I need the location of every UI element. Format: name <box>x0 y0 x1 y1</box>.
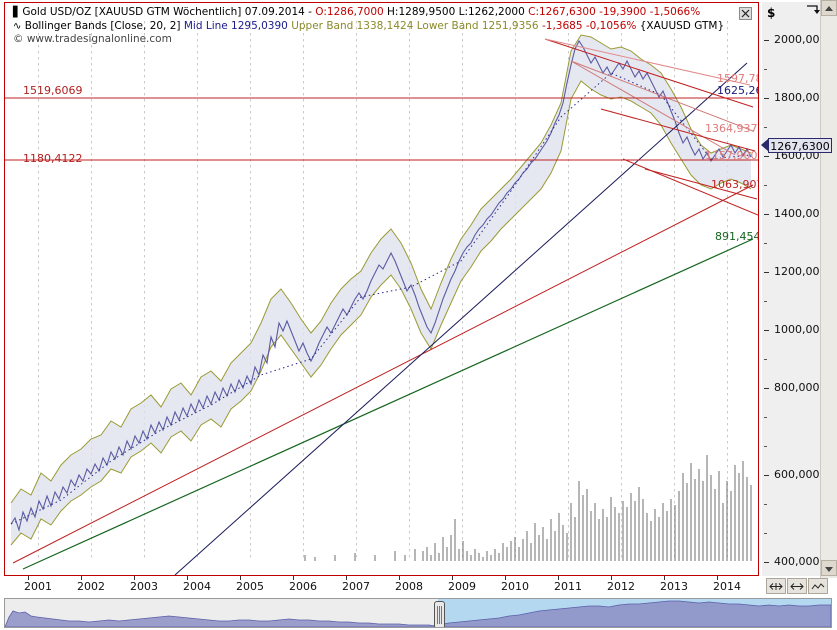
y-label-600: 600,0000 <box>774 468 827 481</box>
crosshair-icon <box>805 4 821 19</box>
bollinger-bands <box>10 34 752 546</box>
range-navigator[interactable] <box>4 598 832 628</box>
x-label-2008: 2008 <box>395 580 423 593</box>
x-label-2007: 2007 <box>342 580 370 593</box>
x-label-2010: 2010 <box>501 580 529 593</box>
plot-area[interactable]: 1519,6069 1180,4122 1597,7833 1625,2611 … <box>5 3 758 575</box>
y-label-800: 800,0000 <box>774 381 827 394</box>
fib-label-1597: 1597,7833 <box>717 72 758 85</box>
y-label-1400: 1400,0000 <box>774 207 834 220</box>
fib-label-1364: 1364,9377 <box>705 122 758 135</box>
volume-bars <box>304 455 752 561</box>
horizontal-levels[interactable] <box>5 97 758 161</box>
x-label-2003: 2003 <box>130 580 158 593</box>
level-label-1519: 1519,6069 <box>23 84 83 97</box>
arrows-lr-icon[interactable] <box>787 578 807 594</box>
x-label-2012: 2012 <box>607 580 635 593</box>
trend-label-891: 891,4547 <box>715 230 758 243</box>
y-label-400: 400,0000 <box>774 555 827 568</box>
fib-label-1157: 1157,9005 <box>705 149 758 162</box>
navigator-overview-chart <box>5 600 831 627</box>
price-series <box>10 39 752 533</box>
price-plot-svg <box>5 21 758 575</box>
vertical-scrollbar[interactable] <box>820 0 837 578</box>
y-label-1800: 1800,0000 <box>774 91 834 104</box>
fib-label-1625: 1625,2611 <box>717 84 758 97</box>
currency-unit-label: $ <box>767 6 776 20</box>
x-label-2011: 2011 <box>554 580 582 593</box>
auto-scale-wave-icon[interactable] <box>808 578 828 594</box>
x-label-2014: 2014 <box>713 580 741 593</box>
x-label-2004: 2004 <box>183 580 211 593</box>
close-icon[interactable] <box>739 7 752 20</box>
x-label-2005: 2005 <box>236 580 264 593</box>
fit-width-icon[interactable] <box>766 578 786 594</box>
x-label-2002: 2002 <box>77 580 105 593</box>
trend-lines[interactable] <box>12 38 758 575</box>
current-price-marker[interactable]: 1267,6300 <box>768 138 832 153</box>
price-cursor-arrow-icon <box>761 139 768 151</box>
navigator-left-handle[interactable] <box>434 601 445 627</box>
y-label-2000: 2000,0000 <box>774 33 834 46</box>
x-label-2009: 2009 <box>448 580 476 593</box>
scroll-down-button[interactable] <box>821 560 837 576</box>
y-label-1600: 1600,0000 <box>774 149 834 162</box>
chart-tool-buttons[interactable] <box>766 578 828 595</box>
y-label-1000: 1000,0000 <box>774 323 834 336</box>
y-label-1200: 1200,0000 <box>774 265 834 278</box>
grid-vertical <box>38 21 728 561</box>
scroll-up-button[interactable] <box>821 0 837 16</box>
x-label-2006: 2006 <box>289 580 317 593</box>
trend-label-1063: 1063,9077 <box>711 178 758 191</box>
x-label-2013: 2013 <box>660 580 688 593</box>
x-label-2001: 2001 <box>24 580 52 593</box>
chart-panel[interactable]: 1519,6069 1180,4122 1597,7833 1625,2611 … <box>4 2 759 576</box>
date-axis[interactable]: 2001 2002 2003 2004 2005 2006 2007 2008 … <box>4 576 759 598</box>
level-label-1180: 1180,4122 <box>23 152 83 165</box>
